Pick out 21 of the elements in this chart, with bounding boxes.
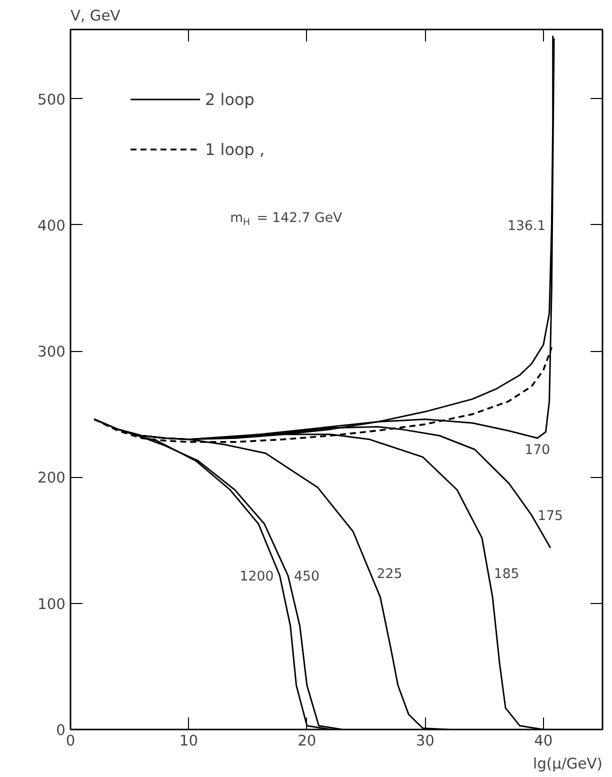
- legend-label: 2 loop: [205, 90, 254, 108]
- y-tick-label: 100: [38, 596, 66, 613]
- y-tick-label: 0: [56, 722, 66, 739]
- annotation: 450: [294, 570, 320, 585]
- y-tick-label: 300: [38, 344, 66, 361]
- annotation: 185: [494, 567, 520, 582]
- annotation: 175: [538, 509, 564, 524]
- annotation: 1200: [240, 570, 274, 585]
- y-tick-label: 200: [38, 470, 66, 487]
- annotation: 170: [524, 443, 550, 458]
- annotation: 136.1: [507, 218, 546, 234]
- x-axis-title: lg(μ/GeV): [533, 756, 603, 772]
- x-tick-label: 30: [416, 732, 434, 750]
- y-axis-title: V, GeV: [70, 8, 120, 24]
- y-tick-label: 500: [38, 91, 66, 108]
- x-tick-label: 20: [298, 732, 316, 750]
- annotation: 225: [376, 567, 402, 582]
- x-tick-label: 40: [534, 732, 553, 750]
- y-tick-label: 400: [38, 217, 66, 234]
- legend-label: 1 loop ,: [205, 140, 265, 158]
- x-tick-label: 10: [179, 732, 198, 750]
